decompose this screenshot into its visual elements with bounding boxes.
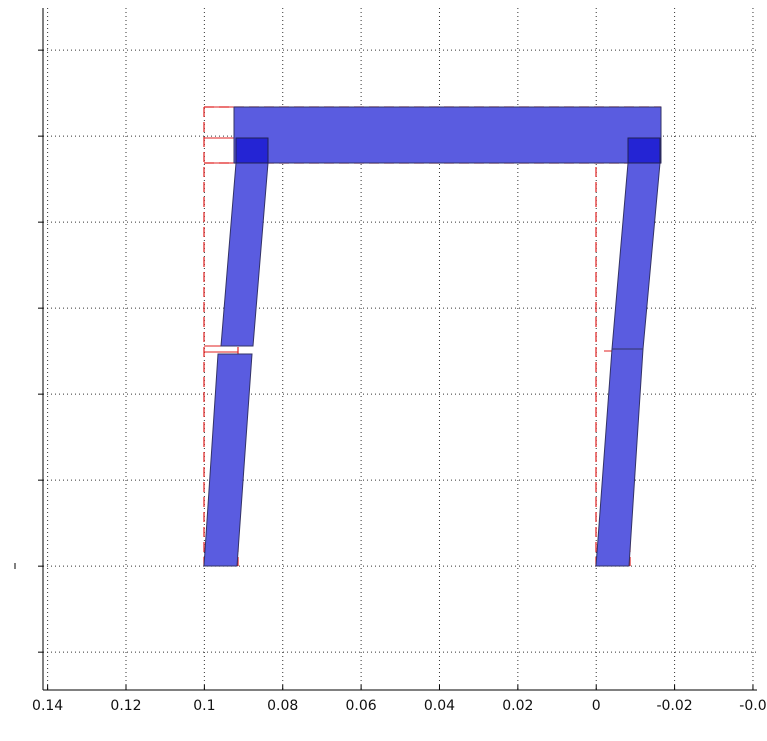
x-tick-label: 0 bbox=[592, 698, 601, 714]
x-tick-label: 0.08 bbox=[267, 698, 298, 714]
column bbox=[611, 162, 661, 350]
column bbox=[203, 353, 253, 567]
x-tick-label: 0.04 bbox=[424, 698, 455, 714]
x-tick-label: -0.02 bbox=[656, 698, 692, 714]
column bbox=[220, 162, 269, 347]
x-tick-label: 0.12 bbox=[110, 698, 141, 714]
deformed-frame bbox=[203, 106, 662, 567]
joint bbox=[627, 137, 661, 164]
x-tick-label: 0.1 bbox=[193, 698, 215, 714]
column bbox=[595, 348, 644, 567]
x-tick-label: 0.14 bbox=[32, 698, 63, 714]
beam bbox=[233, 106, 662, 164]
joint bbox=[235, 137, 269, 164]
x-tick-label: 0.02 bbox=[502, 698, 533, 714]
x-tick-label: 0.06 bbox=[346, 698, 377, 714]
undeformed-frame bbox=[203, 106, 661, 566]
x-tick-label: -0.0 bbox=[739, 698, 766, 714]
